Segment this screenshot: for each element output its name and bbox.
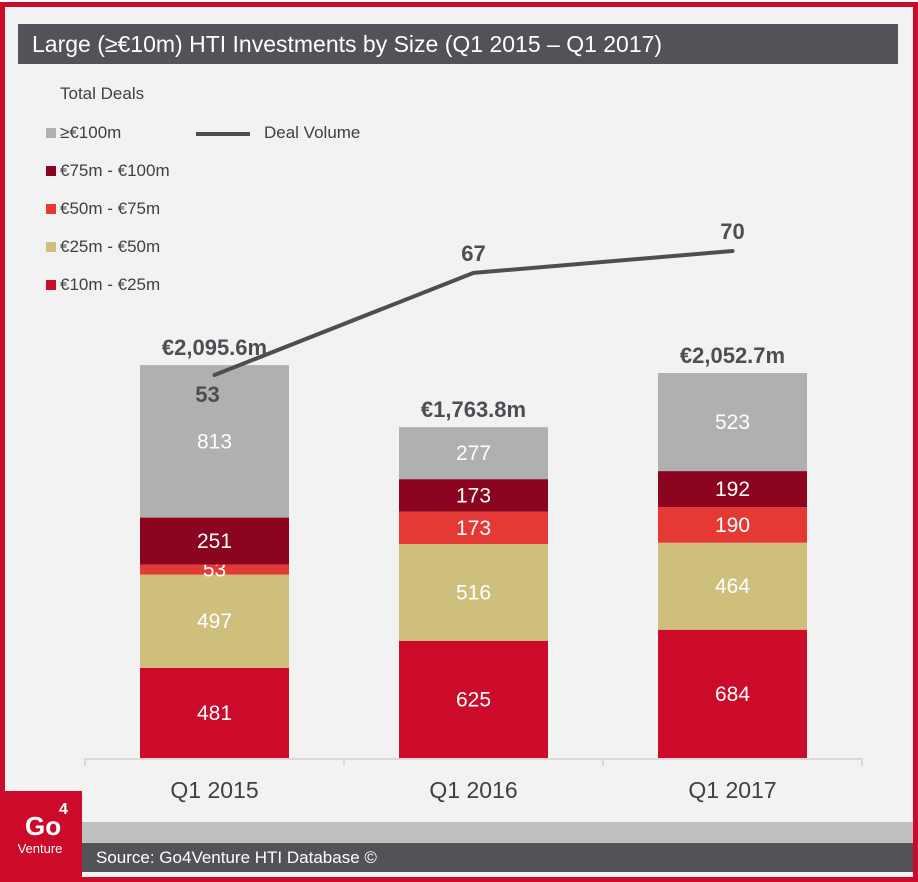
bar-segment-label: 625	[456, 688, 491, 711]
legend-item: €10m - €25m	[46, 274, 160, 296]
bar-segment-label: 464	[715, 575, 750, 598]
bar-segment	[140, 517, 289, 565]
deal-volume-label: 53	[195, 382, 219, 407]
deal-volume-line	[212, 249, 735, 377]
legend-title: Total Deals	[60, 84, 145, 103]
bar-segment-label: 523	[715, 411, 750, 434]
bar-segment-label: 497	[197, 610, 232, 633]
bar-segment	[140, 365, 289, 518]
bar-segment-label: 192	[715, 478, 750, 501]
legend-label: ≥€100m	[60, 123, 122, 142]
legend-label: €75m - €100m	[60, 161, 170, 180]
bar-segment	[658, 372, 807, 472]
legend-item: €50m - €75m	[46, 198, 160, 220]
bar-segment	[658, 507, 807, 543]
legend-line-swatch	[196, 132, 250, 136]
source-note: Source: Go4Venture HTI Database ©	[82, 843, 913, 872]
bar-segment-label: 251	[197, 530, 232, 553]
bar-segment-label: 190	[715, 514, 750, 537]
bar-total-label: €2,095.6m	[162, 335, 267, 360]
bar-segment-label: 277	[456, 442, 491, 465]
bar-segment-label: 173	[456, 484, 491, 507]
footer-band	[82, 822, 913, 843]
bar-total-label: €1,763.8m	[421, 397, 526, 422]
logo-superscript: 4	[59, 801, 68, 818]
bar-segment	[399, 544, 548, 641]
bar-segment-label: 173	[456, 517, 491, 540]
x-tick-label: Q1 2016	[429, 777, 517, 803]
bar-segment-label: 481	[197, 702, 232, 725]
bar-segment	[399, 427, 548, 480]
bar-total-label: €2,052.7m	[680, 343, 785, 368]
bar-segment	[399, 479, 548, 512]
deal-volume-label: 67	[461, 241, 485, 266]
legend-swatch	[46, 280, 56, 290]
bar-segment	[140, 667, 289, 758]
legend-swatch	[46, 128, 56, 138]
legend-swatch	[46, 166, 56, 176]
logo-go: Go	[25, 811, 62, 841]
logo-venture: Venture	[17, 841, 63, 856]
legend-swatch	[46, 242, 56, 252]
bar-segment	[658, 542, 807, 630]
bar-segment	[658, 629, 807, 758]
bar-segment	[399, 511, 548, 545]
legend-item: €25m - €50m	[46, 236, 160, 258]
legend-swatch	[46, 204, 56, 214]
x-tick-label: Q1 2017	[688, 777, 776, 803]
legend-label: €10m - €25m	[60, 275, 161, 294]
legend-line-label: Deal Volume	[264, 123, 361, 142]
bar-segment	[140, 574, 289, 668]
legend-label: €25m - €50m	[60, 237, 161, 256]
go4venture-logo: Go 4 Venture	[5, 791, 82, 877]
bar-segment	[140, 564, 289, 575]
legend-item: €75m - €100m	[46, 160, 170, 182]
deal-volume-label: 70	[720, 219, 744, 244]
legend-label: €50m - €75m	[60, 199, 161, 218]
bar-segment	[658, 471, 807, 508]
bar-segment	[399, 640, 548, 758]
bar-segment-label: 684	[715, 683, 750, 706]
legend-item: ≥€100m	[46, 122, 121, 144]
chart-title: Large (≥€10m) HTI Investments by Size (Q…	[18, 24, 898, 64]
bar-segment-label: 516	[456, 581, 491, 604]
bar-segment-label: 813	[197, 430, 232, 453]
x-tick-label: Q1 2015	[170, 777, 258, 803]
